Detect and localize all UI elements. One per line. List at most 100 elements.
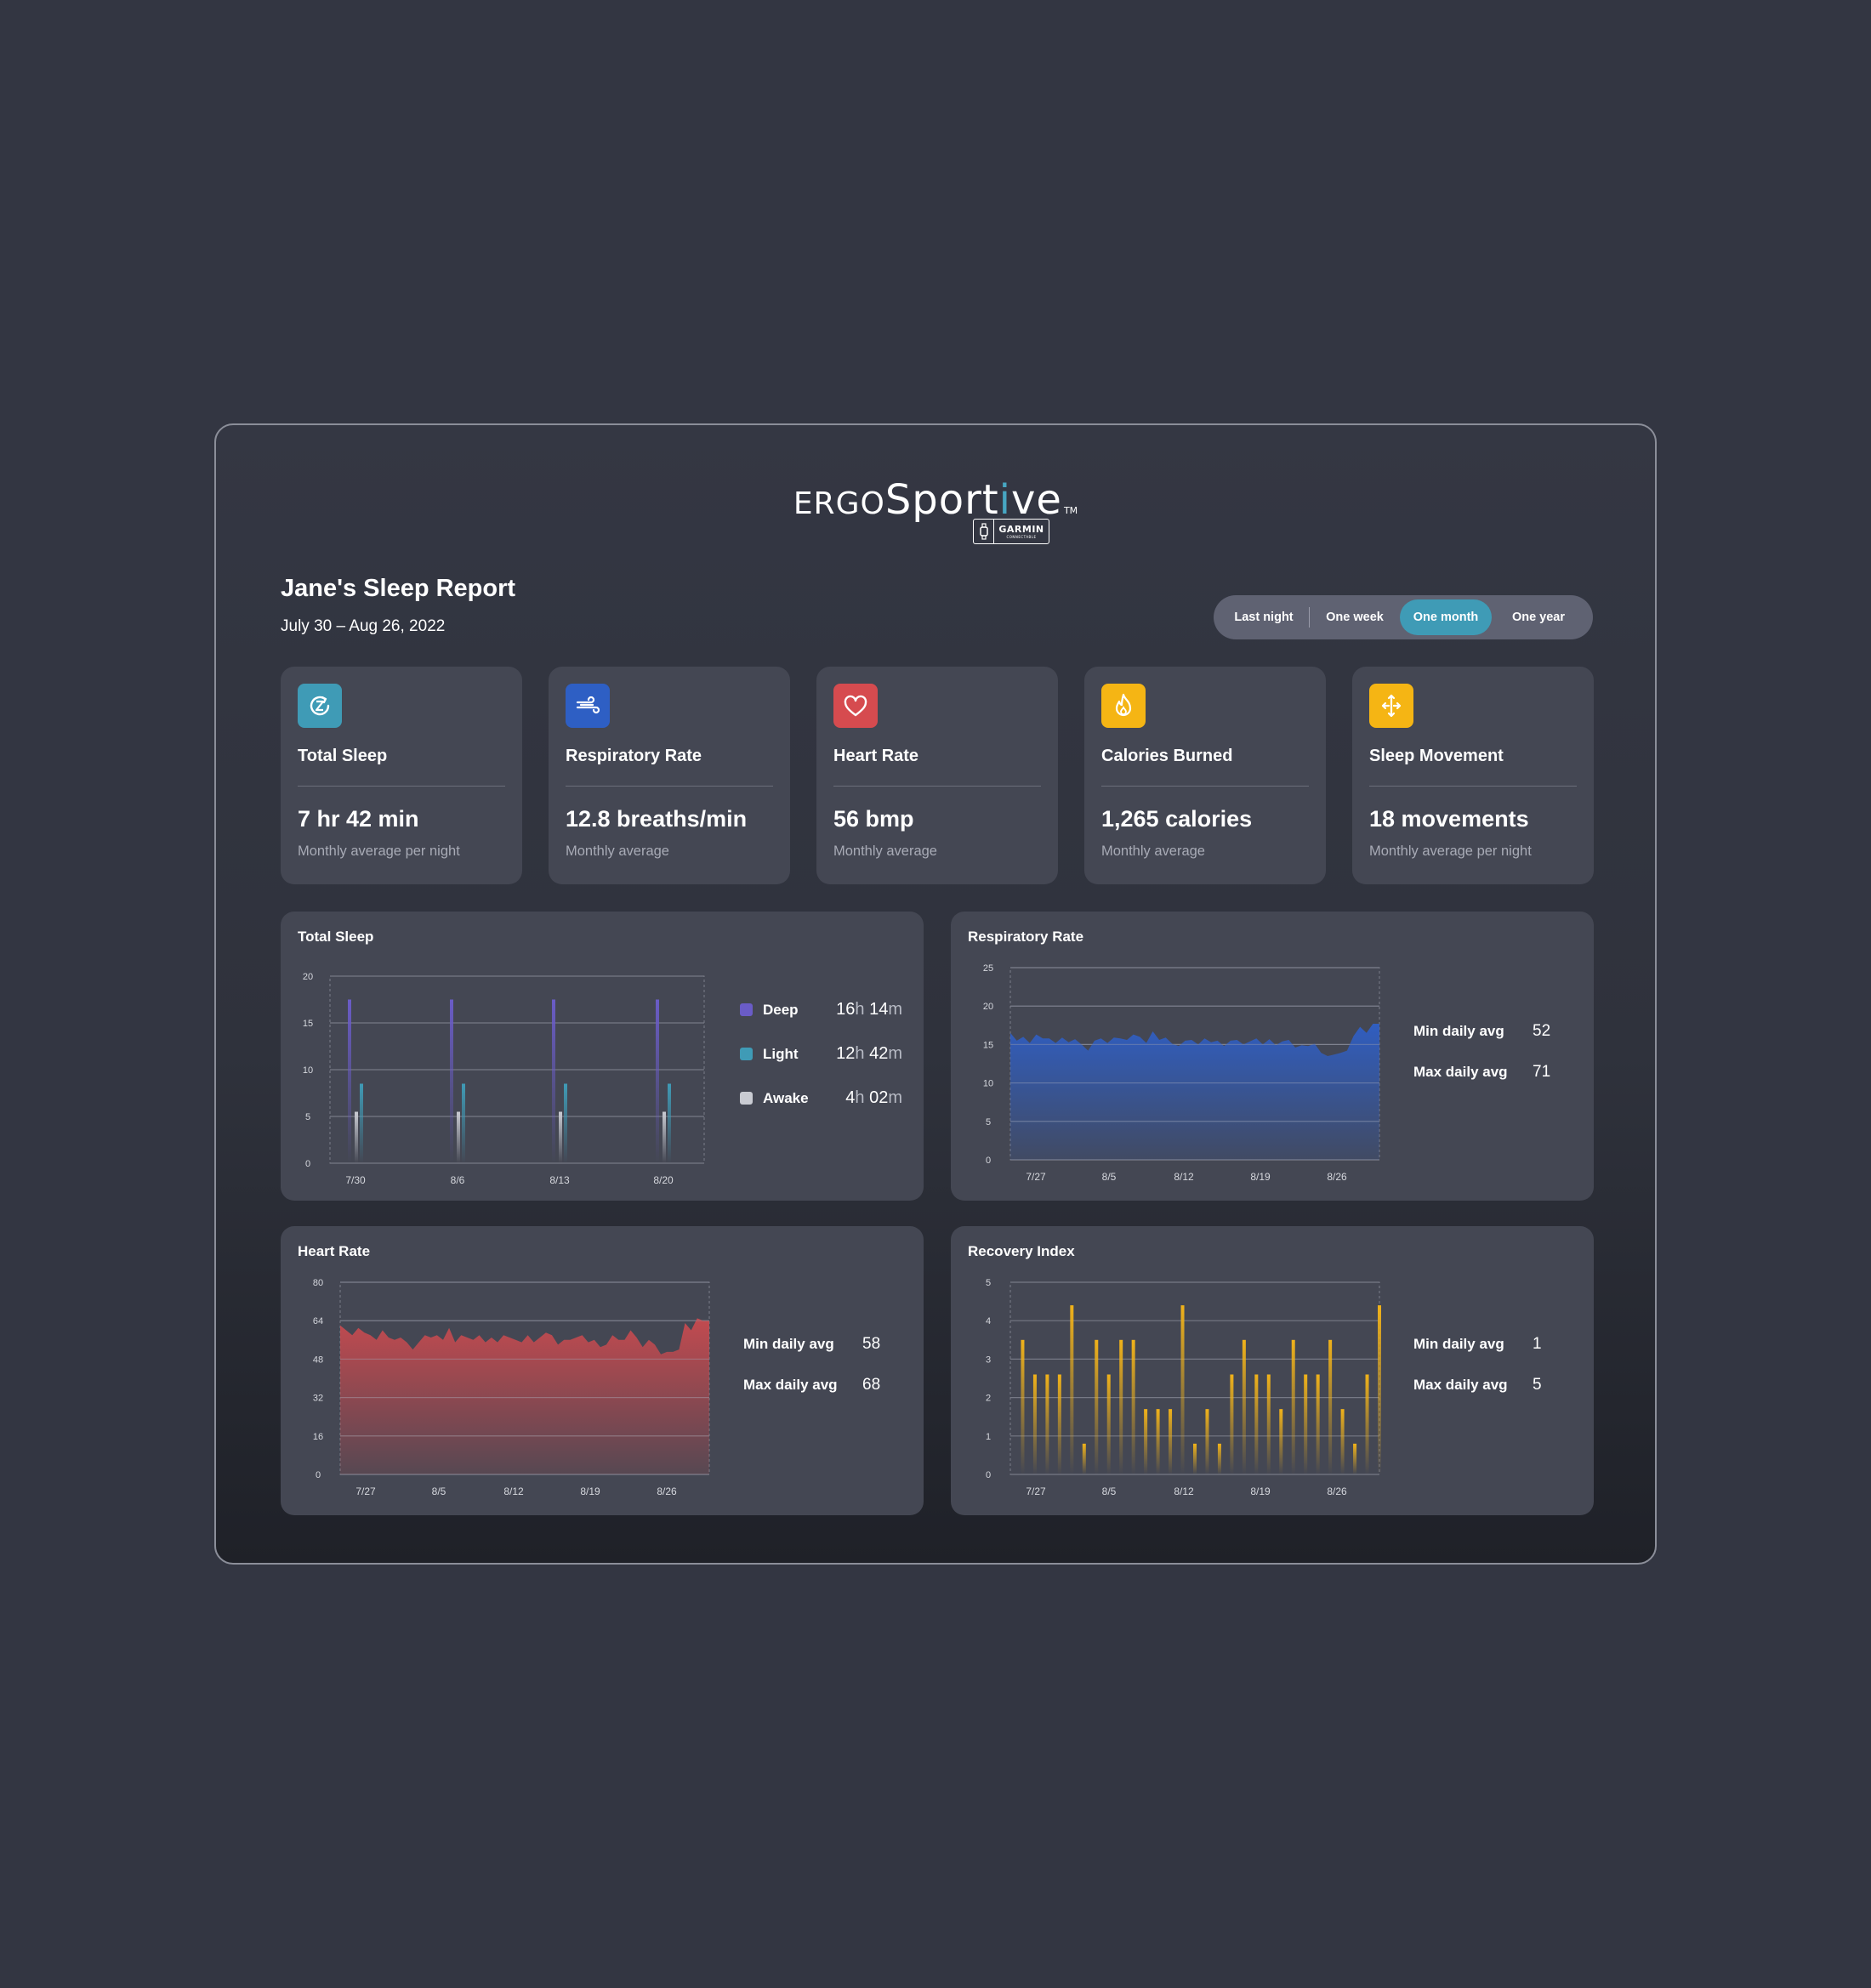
max-daily-avg: Max daily avg 68 [743, 1376, 880, 1394]
tab-one-month[interactable]: One month [1400, 599, 1492, 635]
x-tick-label: 8/26 [1327, 1171, 1347, 1183]
connectable-label: CONNECTABLE [1006, 534, 1037, 539]
heart-rate-chart: 0 16 32 48 64 80 7/27 8/5 8/12 8/19 8/26 [313, 1278, 710, 1497]
y-tick-label: 20 [303, 972, 313, 982]
light-bar [462, 1083, 465, 1163]
y-tick-label: 48 [313, 1355, 323, 1365]
tab-last-night[interactable]: Last night [1234, 611, 1294, 624]
awake-bar [457, 1111, 460, 1163]
panel-title: Respiratory Rate [968, 929, 1084, 945]
x-tick-label: 8/19 [1250, 1171, 1271, 1183]
logo-ergo: ERGO [793, 486, 885, 521]
panel-heart-rate: Heart Rate 0 16 32 48 64 80 7/27 8/5 8/12 8/19 8/2… [281, 1226, 924, 1515]
recovery-bar [1193, 1443, 1197, 1474]
card-heart-rate[interactable]: Heart Rate 56 bmp Monthly average [816, 667, 1058, 884]
recovery-bar [1328, 1339, 1333, 1474]
recovery-bar [1205, 1409, 1209, 1474]
light-bar [360, 1083, 363, 1163]
card-divider [566, 786, 773, 787]
y-tick-label: 0 [986, 1156, 991, 1166]
legend-swatch-light [740, 1048, 753, 1060]
stat-label: Min daily avg [743, 1336, 834, 1352]
brand-logo: ERGO Sportive TM [216, 476, 1655, 570]
report-frame: ERGO Sportive TM GARMIN CONNECTABLE Jane… [214, 423, 1657, 1565]
card-caption: Monthly average [833, 843, 937, 859]
stat-label: Min daily avg [1413, 1023, 1504, 1039]
wind-icon [566, 684, 610, 728]
card-value: 12.8 breaths/min [566, 806, 748, 832]
y-tick-label: 16 [313, 1432, 323, 1442]
stat-value: 1 [1533, 1335, 1542, 1353]
x-tick-label: 8/12 [503, 1485, 524, 1497]
stat-value: 5 [1533, 1376, 1542, 1394]
range-selector: Last night One week One month One year [1214, 595, 1593, 639]
recovery-bar [1180, 1305, 1185, 1474]
stat-value: 68 [862, 1376, 881, 1394]
respiratory-rate-chart: 0 5 10 15 20 25 7/27 8/5 8/12 8/19 8/26 [983, 963, 1380, 1183]
panel-title: Heart Rate [298, 1243, 371, 1259]
logo-sportive: Sportive [884, 476, 1062, 524]
recovery-bar [1082, 1443, 1086, 1474]
card-caption: Monthly average per night [1369, 843, 1532, 859]
recovery-bar [1291, 1339, 1295, 1474]
min-daily-avg: Min daily avg 1 [1413, 1335, 1542, 1354]
light-bar [668, 1083, 671, 1163]
date-range: July 30 – Aug 26, 2022 [281, 617, 446, 635]
recovery-bar [1169, 1409, 1173, 1474]
max-daily-avg: Max daily avg 71 [1413, 1063, 1550, 1082]
x-tick-label: 7/27 [355, 1485, 376, 1497]
awake-bar [559, 1111, 562, 1163]
y-tick-label: 0 [316, 1470, 321, 1480]
card-total-sleep[interactable]: Total Sleep 7 hr 42 min Monthly average … [281, 667, 522, 884]
x-tick-label: 8/5 [432, 1485, 446, 1497]
y-tick-label: 5 [986, 1278, 991, 1288]
min-daily-avg: Min daily avg 58 [743, 1335, 880, 1354]
panel-recovery-index: Recovery Index 0 1 2 3 4 5 7/27 8/5 8/12 8/19 8/26… [951, 1226, 1594, 1515]
card-label: Total Sleep [298, 747, 388, 765]
tab-divider [1309, 607, 1310, 628]
y-tick-label: 10 [303, 1065, 313, 1076]
recovery-bar [1316, 1374, 1320, 1474]
recovery-bar [1230, 1374, 1234, 1474]
x-tick-label: 8/12 [1174, 1171, 1194, 1183]
card-divider [1369, 786, 1577, 787]
awake-bar [663, 1111, 666, 1163]
x-tick-label: 8/26 [1327, 1485, 1347, 1497]
y-tick-label: 1 [986, 1432, 991, 1442]
watch-icon [974, 520, 994, 543]
garmin-label: GARMIN [998, 523, 1044, 535]
flame-icon [1101, 684, 1146, 728]
recovery-bar [1378, 1305, 1381, 1474]
stat-value: 71 [1533, 1063, 1551, 1081]
y-tick-label: 3 [986, 1355, 991, 1365]
card-respiratory-rate[interactable]: Respiratory Rate 12.8 breaths/min Monthl… [549, 667, 790, 884]
recovery-bar [1242, 1339, 1246, 1474]
x-tick-label: 8/26 [657, 1485, 677, 1497]
stat-cards: Total Sleep 7 hr 42 min Monthly average … [281, 667, 1594, 884]
legend-label: Awake [763, 1089, 809, 1106]
legend-label: Deep [763, 1001, 799, 1018]
panel-total-sleep: Total Sleep 0 5 10 15 20 7/30 8/6 8/13 8/20 Deep… [281, 912, 924, 1201]
y-tick-label: 64 [313, 1316, 323, 1326]
recovery-bar [1119, 1339, 1123, 1474]
y-tick-label: 15 [983, 1040, 993, 1050]
y-tick-label: 25 [983, 963, 993, 974]
logo-trademark: TM [1063, 505, 1078, 516]
stat-label: Max daily avg [1413, 1064, 1508, 1080]
max-daily-avg: Max daily avg 5 [1413, 1376, 1542, 1394]
recovery-bar [1279, 1409, 1283, 1474]
x-tick-label: 8/5 [1102, 1485, 1117, 1497]
x-tick-label: 8/5 [1102, 1171, 1117, 1183]
x-tick-label: 8/6 [451, 1174, 465, 1186]
y-tick-label: 0 [305, 1159, 310, 1169]
tab-one-year[interactable]: One year [1511, 611, 1566, 624]
card-calories-burned[interactable]: Calories Burned 1,265 calories Monthly a… [1084, 667, 1326, 884]
recovery-bar [1266, 1374, 1271, 1474]
tab-one-week[interactable]: One week [1326, 611, 1384, 624]
page-title: Jane's Sleep Report [281, 575, 516, 602]
deep-bar [552, 999, 555, 1163]
legend-swatch-awake [740, 1092, 753, 1105]
legend-light: Light 12h 42m [740, 1044, 902, 1064]
card-sleep-movement[interactable]: Sleep Movement 18 movements Monthly aver… [1352, 667, 1594, 884]
y-tick-label: 5 [305, 1112, 310, 1122]
